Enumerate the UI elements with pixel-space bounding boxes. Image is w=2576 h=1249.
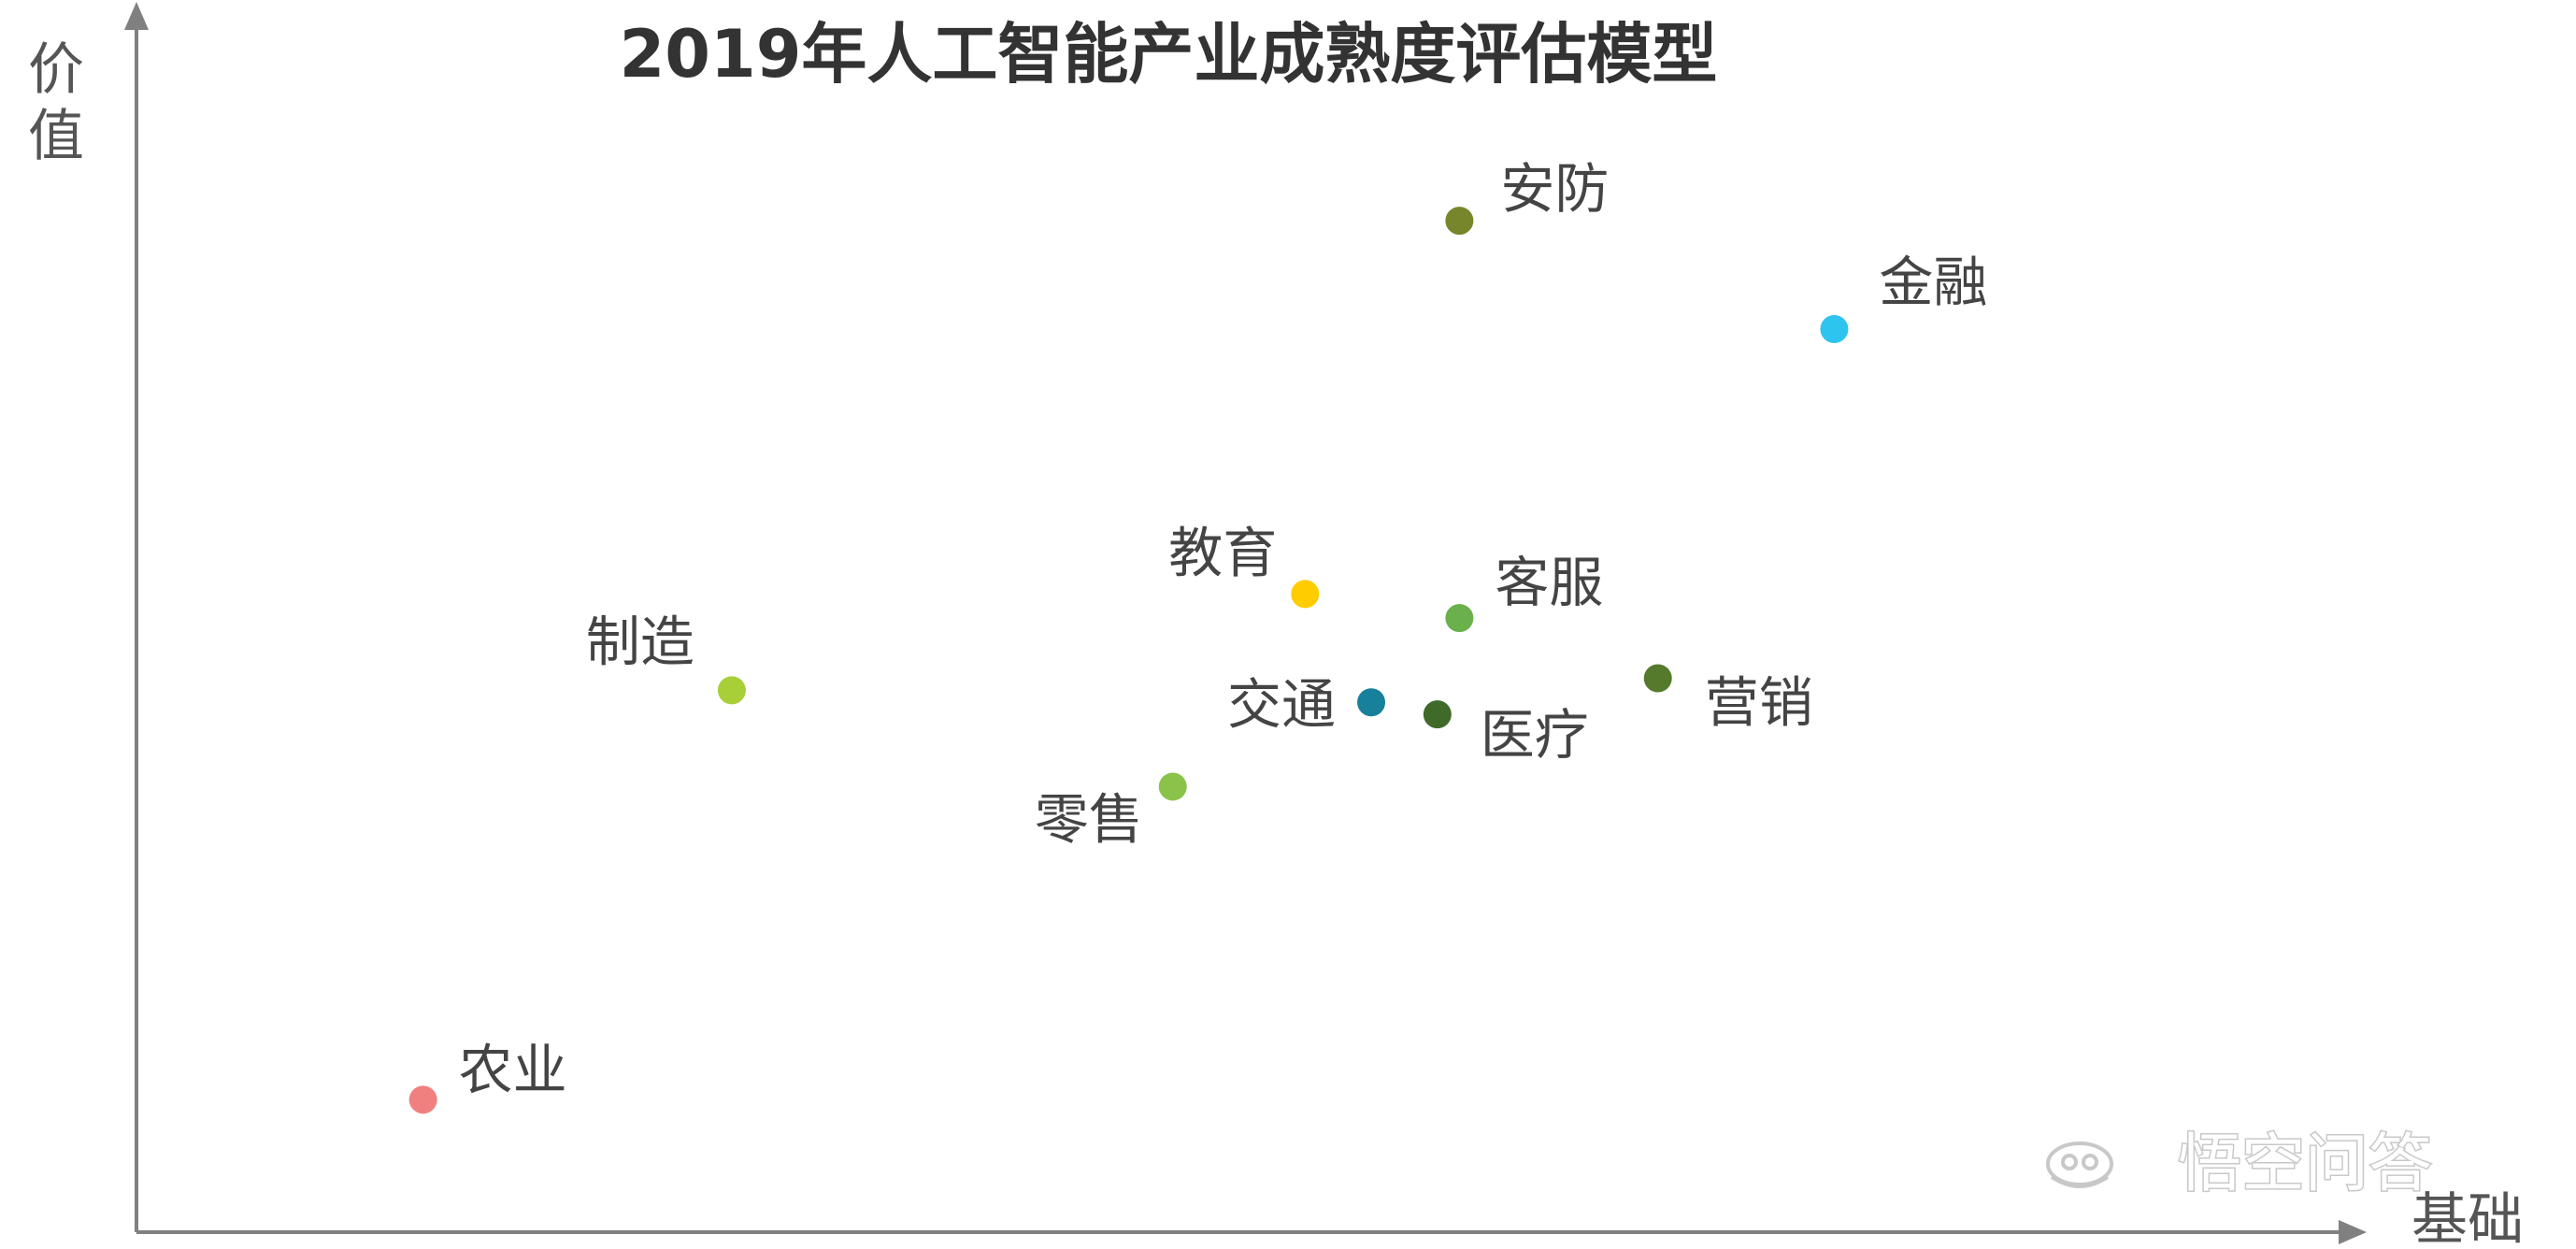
data-point	[1820, 315, 1849, 343]
data-point-label: 农业	[459, 1038, 567, 1101]
data-point-label: 教育	[1168, 521, 1277, 584]
data-point	[1357, 688, 1386, 717]
data-point-label: 客服	[1495, 551, 1603, 614]
data-point-group: 交通	[1227, 672, 1386, 736]
chart-title: 2019年人工智能产业成熟度评估模型	[620, 16, 1718, 93]
data-point-group: 客服	[1445, 551, 1603, 633]
data-point-group: 医疗	[1423, 700, 1589, 767]
data-point-group: 农业	[408, 1038, 567, 1114]
data-point	[1643, 664, 1672, 693]
y-axis-label-line-1: 价	[28, 37, 84, 103]
data-point-group: 安防	[1445, 157, 1609, 236]
data-point	[717, 676, 746, 705]
y-axis-label-line-2: 值	[28, 104, 84, 169]
data-point-group: 教育	[1168, 521, 1320, 609]
data-point-label: 营销	[1705, 671, 1813, 735]
x-axis-label: 基础	[2411, 1187, 2524, 1249]
data-point-label: 交通	[1227, 672, 1336, 736]
data-point-group: 营销	[1643, 664, 1813, 735]
data-point	[1158, 772, 1187, 801]
data-point-label: 安防	[1500, 157, 1609, 221]
x-axis-arrow-icon	[2339, 1220, 2367, 1244]
y-axis-arrow-icon	[124, 2, 149, 30]
watermark-text: 悟空问答	[2178, 1127, 2432, 1201]
data-point-label: 制造	[586, 610, 694, 673]
data-point-label: 金融	[1879, 251, 1987, 314]
data-point-group: 金融	[1820, 251, 1987, 343]
data-point-group: 零售	[1035, 772, 1187, 851]
data-point	[1445, 207, 1474, 236]
data-point-label: 零售	[1035, 787, 1143, 851]
watermark: 悟空问答	[2046, 1127, 2434, 1203]
data-point	[1423, 700, 1452, 729]
data-point	[1445, 604, 1474, 633]
data-point-label: 医疗	[1481, 703, 1589, 767]
data-point	[408, 1085, 437, 1114]
wukong-logo-icon	[2046, 1141, 2113, 1188]
axes	[124, 2, 2367, 1244]
data-point-group: 制造	[586, 610, 746, 705]
data-point	[1291, 580, 1320, 609]
